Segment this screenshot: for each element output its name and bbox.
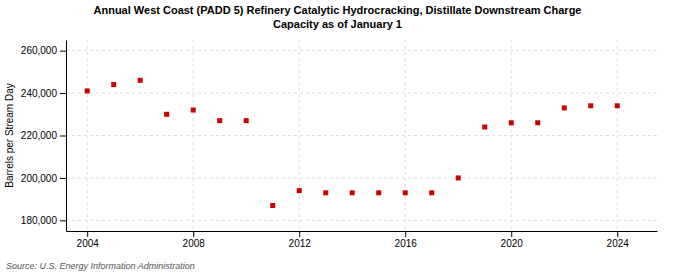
point	[111, 82, 116, 87]
y-tick: 240,000	[21, 88, 66, 99]
y-tick: 260,000	[21, 45, 66, 56]
x-tick: 2008	[183, 231, 206, 249]
y-tick-mark	[60, 220, 66, 221]
y-axis-line	[66, 41, 67, 232]
point	[482, 125, 487, 130]
x-tick-label: 2020	[501, 238, 524, 249]
point	[615, 103, 620, 108]
x-axis-line	[67, 231, 658, 232]
point	[588, 103, 593, 108]
point	[244, 118, 249, 123]
x-grid-line	[87, 40, 88, 231]
x-grid-line	[617, 40, 618, 231]
point	[138, 78, 143, 83]
point	[509, 120, 514, 125]
y-tick-label: 180,000	[21, 215, 58, 226]
points	[85, 78, 620, 208]
point	[456, 175, 461, 180]
point	[562, 105, 567, 110]
annotation: Source: U.S. Energy Information Administ…	[6, 261, 195, 271]
point	[217, 118, 222, 123]
x-grid-line	[193, 40, 194, 231]
subtitle: Capacity as of January 1	[273, 18, 402, 30]
point	[85, 88, 90, 93]
x-tick: 2020	[501, 231, 524, 249]
x-axis: 2004 2008 2012 2016 2020 2024	[67, 231, 658, 249]
point	[323, 190, 328, 195]
y-axis: 180,000 200,000 220,000 240,000 260,000	[21, 41, 67, 232]
y-grid-line	[66, 220, 657, 221]
y-tick-mark	[60, 178, 66, 179]
y-axis-label: Barrels per Stream Day	[4, 83, 15, 187]
x-grid-line	[299, 40, 300, 231]
x-tick-mark	[193, 231, 194, 237]
point	[270, 203, 275, 208]
x-tick-mark	[511, 231, 512, 237]
x-tick-mark	[617, 231, 618, 237]
x-tick: 2024	[607, 231, 630, 249]
x-grid-line	[511, 40, 512, 231]
y-tick-mark	[60, 136, 66, 137]
x-tick-label: 2008	[183, 238, 206, 249]
point	[403, 190, 408, 195]
title: Annual West Coast (PADD 5) Refinery Cata…	[94, 4, 582, 16]
y-grid-line	[66, 93, 657, 94]
plot-area: 2004 2008 2012 2016 2020 2024 180,000 200,000 22…	[21, 40, 658, 249]
y-tick-label: 260,000	[21, 45, 58, 56]
point	[164, 112, 169, 117]
point	[297, 188, 302, 193]
x-tick-label: 2016	[395, 238, 418, 249]
x-grid-line	[405, 40, 406, 231]
point	[429, 190, 434, 195]
y-tick-label: 240,000	[21, 88, 58, 99]
y-grid-line	[66, 50, 657, 51]
y-tick-mark	[60, 51, 66, 52]
point	[350, 190, 355, 195]
point	[191, 108, 196, 113]
x-tick-mark	[299, 231, 300, 237]
point	[376, 190, 381, 195]
x-tick-label: 2012	[289, 238, 312, 249]
grid	[66, 40, 657, 231]
x-tick: 2012	[289, 231, 312, 249]
y-tick-label: 220,000	[21, 130, 58, 141]
chart: Annual West Coast (PADD 5) Refinery Cata…	[0, 0, 675, 275]
x-tick: 2004	[77, 231, 100, 249]
x-tick-mark	[87, 231, 88, 237]
x-tick-label: 2024	[607, 238, 630, 249]
y-grid-line	[66, 135, 657, 136]
y-grid-line	[66, 177, 657, 178]
x-tick-label: 2004	[77, 238, 100, 249]
x-tick-mark	[405, 231, 406, 237]
y-tick: 200,000	[21, 173, 66, 184]
y-tick: 180,000	[21, 215, 66, 226]
point	[535, 120, 540, 125]
x-tick: 2016	[395, 231, 418, 249]
y-tick-mark	[60, 93, 66, 94]
y-tick: 220,000	[21, 130, 66, 141]
y-tick-label: 200,000	[21, 173, 58, 184]
